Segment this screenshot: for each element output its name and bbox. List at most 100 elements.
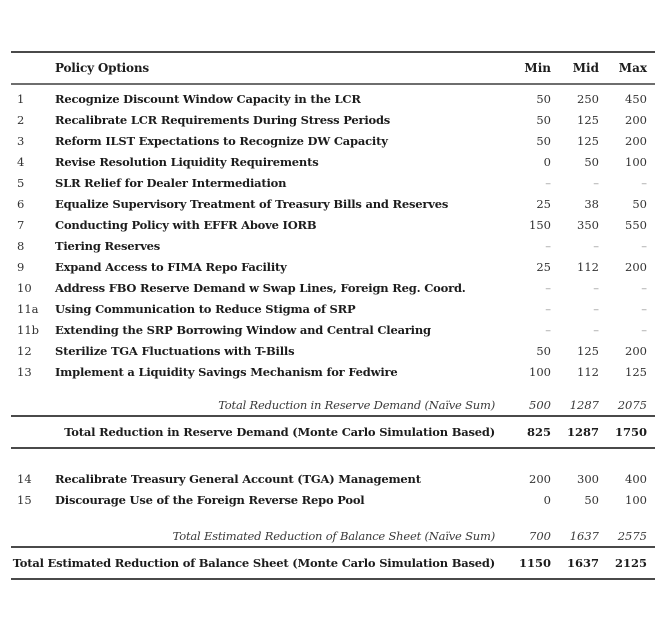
mid-value: 350	[577, 217, 599, 232]
policy-label: Recalibrate LCR Requirements During Stre…	[55, 112, 391, 127]
section2-rows: 14 Recalibrate Treasury General Account …	[11, 468, 655, 510]
col-header-min: Min	[524, 61, 551, 75]
max-value: –	[641, 238, 647, 253]
max-value: 200	[625, 133, 647, 148]
policy-row-14: 14 Recalibrate Treasury General Account …	[11, 468, 655, 489]
policy-label: Address FBO Reserve Demand w Swap Lines,…	[55, 280, 466, 295]
policy-options-table: Policy Options Min Mid Max 1 Recognize D…	[11, 51, 655, 580]
policy-row-7: 7 Conducting Policy with EFFR Above IORB…	[11, 214, 655, 235]
policy-row-13: 13 Implement a Liquidity Savings Mechani…	[11, 361, 655, 382]
col-header-policy-options: Policy Options	[55, 61, 149, 75]
max-value: 450	[625, 91, 647, 106]
mid-rule	[11, 546, 655, 548]
section2-total-gap	[11, 510, 655, 525]
min-value: –	[545, 322, 551, 337]
policy-label: Reform ILST Expectations to Recognize DW…	[55, 133, 388, 148]
mid-value: 125	[577, 133, 599, 148]
max-value: 200	[625, 343, 647, 358]
row-id: 13	[17, 364, 32, 379]
row-id: 3	[17, 133, 25, 148]
min-value: 25	[536, 259, 551, 274]
min-value: 500	[529, 397, 551, 412]
max-value: 125	[625, 364, 647, 379]
col-header-mid: Mid	[572, 61, 599, 75]
naive-sum-label: Total Reduction in Reserve Demand (Naïve…	[218, 397, 495, 412]
row-id: 14	[17, 471, 32, 486]
mid-value: 125	[577, 343, 599, 358]
min-value: 50	[536, 133, 551, 148]
policy-label: Implement a Liquidity Savings Mechanism …	[55, 364, 398, 379]
mid-value: 112	[577, 259, 599, 274]
mid-value: 1637	[566, 556, 599, 570]
max-value: 550	[625, 217, 647, 232]
mid-value: 1287	[566, 425, 599, 439]
row-id: 1	[17, 91, 25, 106]
monte-carlo-row-reserve-demand: Total Reduction in Reserve Demand (Monte…	[11, 417, 655, 447]
mid-value: –	[593, 301, 599, 316]
policy-row-12: 12 Sterilize TGA Fluctuations with T-Bil…	[11, 340, 655, 361]
row-id: 5	[17, 175, 25, 190]
policy-label: Conducting Policy with EFFR Above IORB	[55, 217, 317, 232]
min-value: 100	[529, 364, 551, 379]
mid-value: –	[593, 280, 599, 295]
mid-value: 1637	[569, 528, 599, 543]
mid-value: 300	[577, 471, 599, 486]
row-id: 10	[17, 280, 32, 295]
policy-label: SLR Relief for Dealer Intermediation	[55, 175, 287, 190]
policy-row-3: 3 Reform ILST Expectations to Recognize …	[11, 130, 655, 151]
monte-carlo-row-balance-sheet: Total Estimated Reduction of Balance She…	[11, 548, 655, 578]
mid-rule	[11, 447, 655, 449]
policy-label: Equalize Supervisory Treatment of Treasu…	[55, 196, 449, 211]
row-id: 7	[17, 217, 25, 232]
policy-row-6: 6 Equalize Supervisory Treatment of Trea…	[11, 193, 655, 214]
policy-label: Revise Resolution Liquidity Requirements	[55, 154, 319, 169]
policy-row-10: 10 Address FBO Reserve Demand w Swap Lin…	[11, 277, 655, 298]
row-id: 11a	[17, 301, 39, 316]
policy-row-5: 5 SLR Relief for Dealer Intermediation –…	[11, 172, 655, 193]
max-value: –	[641, 175, 647, 190]
row-id: 8	[17, 238, 25, 253]
min-value: 50	[536, 112, 551, 127]
policy-label: Tiering Reserves	[55, 238, 161, 253]
min-value: 25	[536, 196, 551, 211]
min-value: 150	[529, 217, 551, 232]
policy-label: Recognize Discount Window Capacity in th…	[55, 91, 361, 106]
min-value: 0	[543, 154, 551, 169]
max-value: –	[641, 301, 647, 316]
table-header: Policy Options Min Mid Max	[11, 53, 655, 83]
mid-value: 50	[584, 492, 599, 507]
policy-label: Expand Access to FIMA Repo Facility	[55, 259, 287, 274]
max-value: 50	[632, 196, 647, 211]
policy-label: Recalibrate Treasury General Account (TG…	[55, 471, 421, 486]
min-value: 50	[536, 91, 551, 106]
min-value: –	[545, 175, 551, 190]
row-id: 6	[17, 196, 25, 211]
top-rule	[11, 51, 655, 53]
mid-rule	[11, 415, 655, 417]
min-value: 1150	[518, 556, 551, 570]
min-value: –	[545, 301, 551, 316]
naive-sum-row-reserve-demand: Total Reduction in Reserve Demand (Naïve…	[11, 394, 655, 415]
min-value: 0	[543, 492, 551, 507]
max-value: –	[641, 322, 647, 337]
policy-label: Using Communication to Reduce Stigma of …	[55, 301, 356, 316]
header-rule	[11, 83, 655, 85]
row-id: 15	[17, 492, 32, 507]
min-value: 825	[526, 425, 551, 439]
policy-row-1: 1 Recognize Discount Window Capacity in …	[11, 88, 655, 109]
monte-carlo-label: Total Reduction in Reserve Demand (Monte…	[64, 425, 495, 439]
policy-row-11b: 11b Extending the SRP Borrowing Window a…	[11, 319, 655, 340]
mid-value: –	[593, 238, 599, 253]
bottom-rule	[11, 578, 655, 580]
policy-row-9: 9 Expand Access to FIMA Repo Facility 25…	[11, 256, 655, 277]
max-value: 200	[625, 112, 647, 127]
max-value: 2125	[614, 556, 647, 570]
section2-gap	[11, 449, 655, 468]
section1-rows: 1 Recognize Discount Window Capacity in …	[11, 85, 655, 382]
mid-value: 1287	[569, 397, 599, 412]
max-value: 400	[625, 471, 647, 486]
section1-gap	[11, 382, 655, 394]
max-value: 2575	[617, 528, 647, 543]
min-value: 50	[536, 343, 551, 358]
max-value: 100	[625, 492, 647, 507]
